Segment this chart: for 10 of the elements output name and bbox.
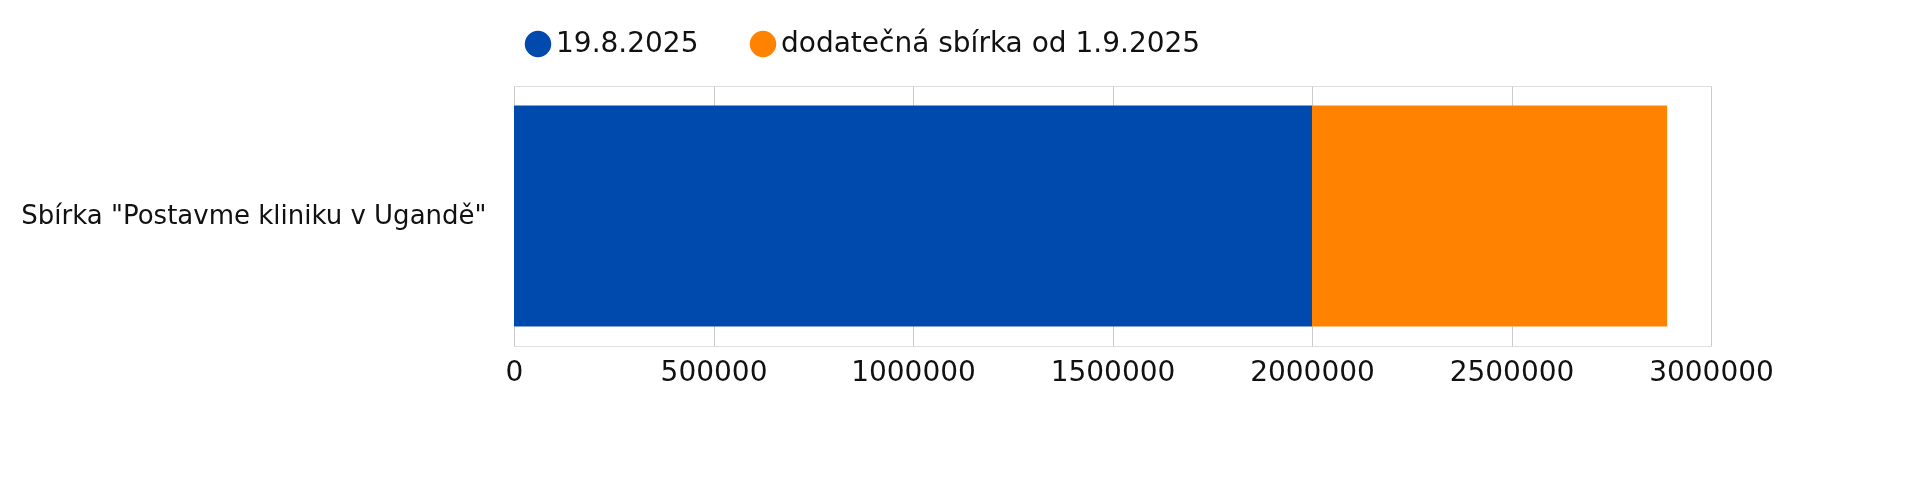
x-tick-label: 3000000	[1649, 354, 1774, 388]
x-tick-label: 1500000	[1050, 354, 1176, 388]
legend-label: 19.8.2025	[556, 26, 699, 59]
x-tick-label: 500000	[660, 354, 768, 388]
x-tick-label: 2500000	[1449, 354, 1575, 388]
legend-label: dodatečná sbírka od 1.9.2025	[781, 26, 1201, 59]
x-tick-label: 0	[505, 354, 524, 388]
y-tick-label: Sbírka "Postavme kliniku v Ugandě"	[21, 200, 487, 230]
x-tick-label: 2000000	[1250, 354, 1375, 388]
x-tick-label: 1000000	[851, 354, 976, 388]
